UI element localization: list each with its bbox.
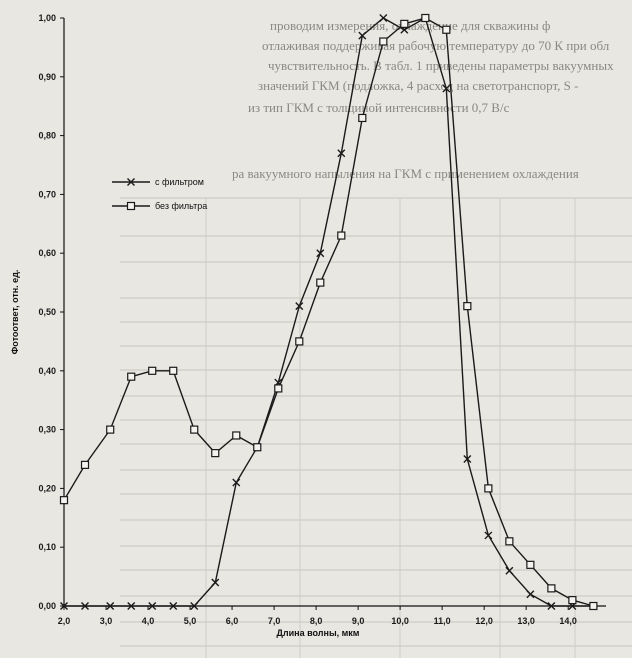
x-tick-label: 8,0 [310,616,323,626]
data-point-square [106,425,115,434]
data-point-x [127,178,135,186]
data-point-square [295,337,304,346]
data-point-square [505,537,514,546]
x-tick-label: 2,0 [58,616,71,626]
data-point-x [463,455,472,463]
data-point-square [274,384,283,393]
x-tick-label: 10,0 [391,616,409,626]
data-point-square [421,13,430,23]
data-point-x [547,602,556,610]
data-point-x [337,149,346,158]
background-text-line: ра вакуумного напыления на ГКМ с примене… [232,166,579,181]
legend-entry: без фильтра [112,201,207,211]
y-tick-label: 0,70 [38,189,56,199]
x-tick-label: 13,0 [517,616,535,626]
data-point-square [379,37,388,46]
data-point-square [484,484,493,493]
data-point-square [442,25,451,34]
x-tick-label: 3,0 [100,616,113,626]
data-point-x [379,14,388,22]
y-tick-label: 0,00 [38,601,56,611]
y-tick-label: 0,80 [38,131,56,141]
data-point-x [148,602,157,610]
legend-label: без фильтра [155,201,207,211]
y-tick-label: 1,00 [38,13,56,23]
data-point-square [463,302,472,311]
data-point-square [232,431,241,440]
data-point-x [60,602,68,610]
data-point-x [316,249,325,258]
data-point-square [526,560,535,569]
x-tick-label: 7,0 [268,616,281,626]
background-text-line: отлаживая поддерживая рабочую температур… [262,38,610,53]
data-point-square [211,449,220,458]
data-point-square [589,601,598,611]
y-tick-label: 0,20 [38,483,56,493]
y-tick-label: 0,30 [38,425,56,435]
legend: с фильтром без фильтра [112,177,207,211]
data-point-square [400,19,409,28]
x-tick-label: 9,0 [352,616,365,626]
data-point-x [526,590,535,599]
data-point-x [358,31,367,40]
y-tick-label: 0,60 [38,248,56,258]
data-point-x [505,566,514,575]
background-text-layer: проводим измерения, охлаждение для скваж… [232,18,614,181]
x-tick-label: 4,0 [142,616,155,626]
data-point-x [211,578,220,587]
data-point-square [568,596,577,605]
data-point-square [169,366,178,375]
x-tick-label: 6,0 [226,616,239,626]
y-tick-label: 0,90 [38,72,56,82]
background-text-line: из тип ГКМ с толщиной интенсивности 0,7 … [248,100,510,115]
data-point-square [59,496,69,505]
x-axis-title: Длина волны, мкм [277,628,360,638]
data-point-square [127,372,136,381]
data-point-square [253,443,262,452]
y-tick-label: 0,40 [38,366,56,376]
data-series [59,13,598,611]
data-point-square [337,231,346,240]
data-point-square [148,366,157,375]
data-point-square [80,460,90,469]
legend-label: с фильтром [155,177,204,187]
y-tick-label: 0,10 [38,542,56,552]
data-point-square [547,584,556,593]
data-point-x [127,602,136,610]
x-tick-label: 11,0 [434,616,451,626]
data-point-x [484,531,493,540]
data-point-x [232,478,241,487]
legend-entry: с фильтром [112,177,204,187]
data-point-x [190,602,199,610]
y-tick-label: 0,50 [38,307,56,317]
background-text-line: значений ГКМ (подложка, 4 расход на свет… [258,78,579,93]
data-point-x [442,84,451,93]
x-tick-label: 14,0 [559,616,577,626]
y-axis-title: Фотоответ, отн. ед. [10,270,20,355]
data-point-square [358,113,367,123]
tick-labels: 0,00 0,10 0,20 0,30 0,40 0,50 0,60 0,70 0,80 0,90… [38,13,576,626]
data-point-square [126,201,136,211]
series-line-with-filter [64,16,594,607]
data-point-x [295,302,304,311]
x-tick-label: 12,0 [475,616,493,626]
background-text-line: чувствительность. В табл. 1 приведены па… [268,58,614,73]
data-point-x [169,602,178,610]
data-point-square [316,278,325,287]
data-point-x [81,602,90,610]
axes [60,17,606,610]
background-table-grid [120,197,632,658]
x-tick-label: 5,0 [184,616,197,626]
data-point-square [190,425,199,434]
background-text-line: проводим измерения, охлаждение для скваж… [270,18,550,33]
data-point-x [106,602,115,610]
